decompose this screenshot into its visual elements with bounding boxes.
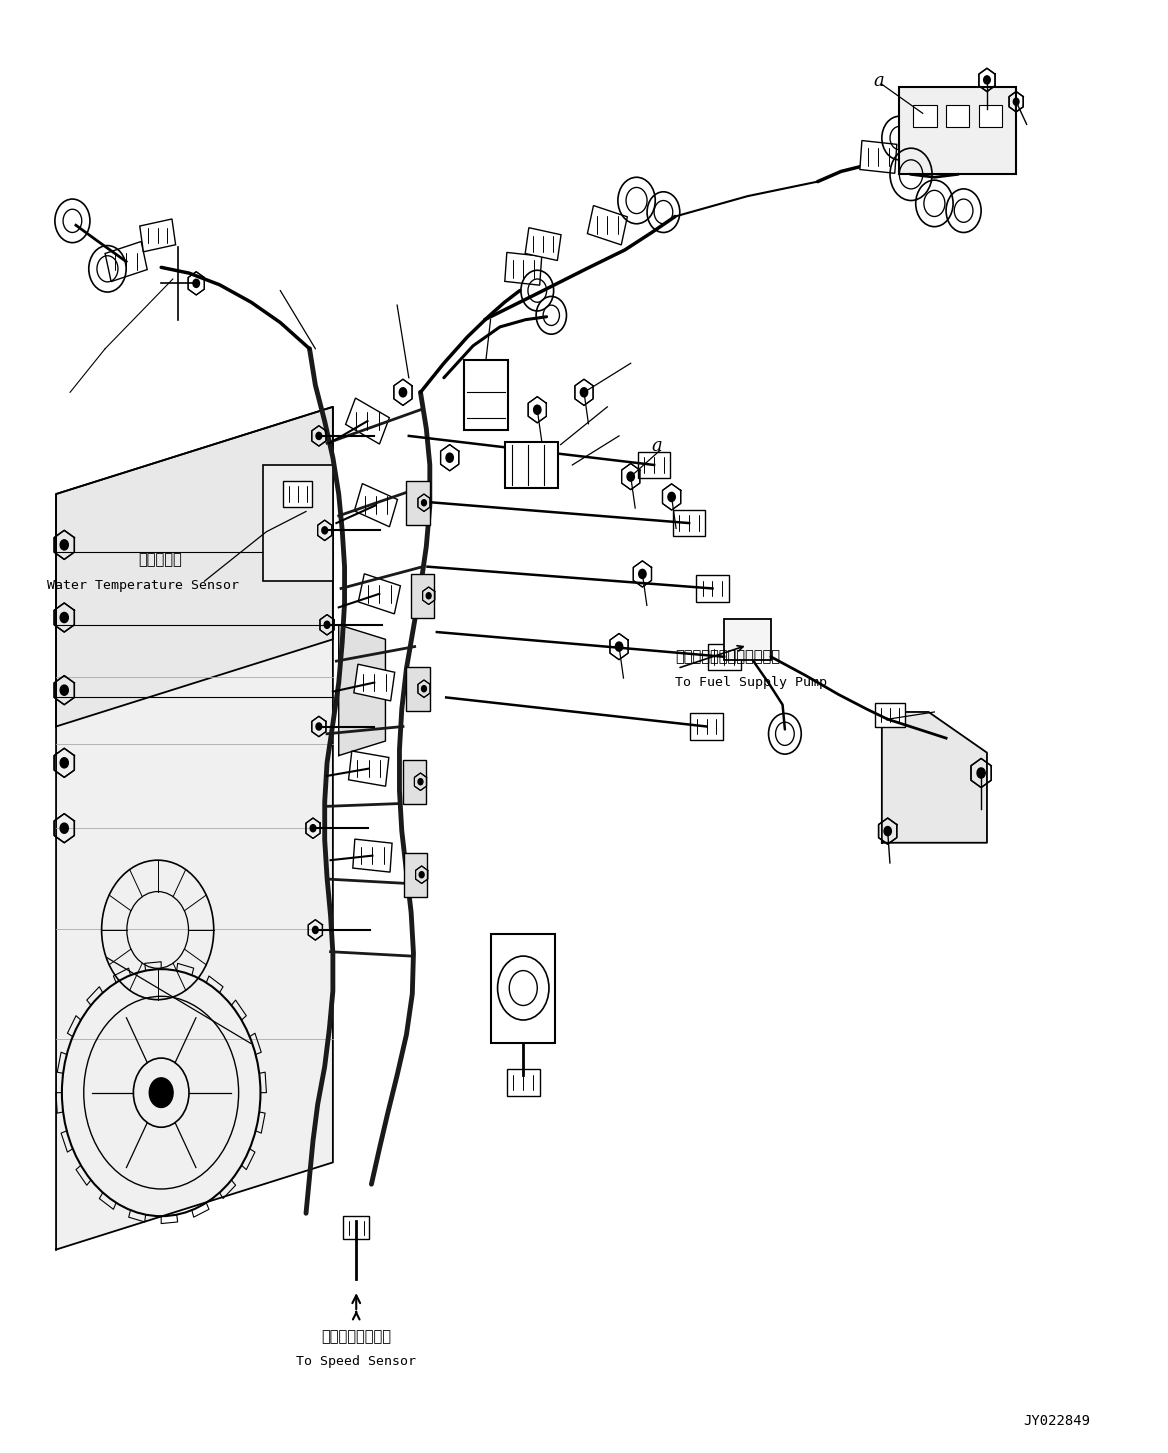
Bar bbox=[411, 574, 434, 618]
Bar bbox=[354, 664, 395, 700]
Circle shape bbox=[668, 493, 675, 501]
Circle shape bbox=[311, 825, 315, 831]
Bar bbox=[507, 1069, 540, 1096]
Text: a: a bbox=[652, 437, 662, 455]
Circle shape bbox=[313, 927, 318, 933]
Circle shape bbox=[399, 388, 406, 397]
Bar bbox=[359, 574, 401, 613]
Circle shape bbox=[60, 684, 68, 696]
Circle shape bbox=[60, 613, 68, 623]
Circle shape bbox=[627, 472, 634, 481]
Bar bbox=[346, 398, 389, 445]
Text: 水温センサ: 水温センサ bbox=[138, 552, 181, 567]
Bar bbox=[979, 105, 1002, 126]
Circle shape bbox=[534, 405, 541, 414]
Circle shape bbox=[150, 1078, 173, 1107]
Bar bbox=[403, 760, 426, 804]
Text: To Speed Sensor: To Speed Sensor bbox=[297, 1356, 416, 1367]
Bar bbox=[876, 703, 905, 726]
Bar bbox=[283, 481, 313, 507]
Bar bbox=[673, 510, 705, 536]
Bar bbox=[354, 484, 397, 527]
Bar bbox=[588, 205, 627, 246]
Text: JY022849: JY022849 bbox=[1023, 1414, 1091, 1428]
Circle shape bbox=[446, 453, 453, 462]
Text: フェエルサプライポンプヘ: フェエルサプライポンプヘ bbox=[675, 649, 780, 664]
Bar bbox=[105, 241, 147, 282]
Bar bbox=[505, 253, 542, 285]
Circle shape bbox=[639, 570, 646, 578]
Circle shape bbox=[422, 500, 426, 506]
Bar bbox=[708, 644, 741, 670]
Bar bbox=[406, 481, 430, 525]
Circle shape bbox=[1014, 99, 1018, 105]
Text: Water Temperature Sensor: Water Temperature Sensor bbox=[47, 580, 238, 591]
Bar bbox=[860, 141, 897, 173]
Text: To Fuel Supply Pump: To Fuel Supply Pump bbox=[675, 677, 827, 689]
Circle shape bbox=[193, 279, 200, 288]
Circle shape bbox=[616, 642, 623, 651]
Bar bbox=[913, 105, 937, 126]
Circle shape bbox=[422, 686, 426, 692]
Circle shape bbox=[60, 822, 68, 834]
Bar bbox=[406, 667, 430, 711]
Polygon shape bbox=[56, 407, 333, 1250]
Circle shape bbox=[317, 724, 321, 729]
Circle shape bbox=[60, 758, 68, 769]
Bar bbox=[404, 853, 427, 897]
Circle shape bbox=[426, 593, 431, 599]
Circle shape bbox=[317, 433, 321, 439]
Circle shape bbox=[322, 527, 327, 533]
Circle shape bbox=[983, 76, 990, 84]
Bar bbox=[343, 1216, 369, 1239]
Bar bbox=[690, 713, 723, 740]
Polygon shape bbox=[339, 625, 385, 756]
Text: スピードセンサヘ: スピードセンサヘ bbox=[321, 1329, 391, 1344]
Bar bbox=[263, 465, 333, 581]
Circle shape bbox=[325, 622, 329, 628]
Bar bbox=[140, 219, 175, 251]
Bar bbox=[724, 619, 771, 660]
Bar bbox=[491, 934, 556, 1043]
Bar bbox=[696, 575, 729, 602]
Bar bbox=[526, 228, 561, 260]
Text: a: a bbox=[874, 73, 884, 90]
Polygon shape bbox=[56, 407, 333, 726]
Bar bbox=[899, 87, 1016, 174]
Circle shape bbox=[419, 872, 424, 878]
Circle shape bbox=[418, 779, 423, 785]
Circle shape bbox=[580, 388, 588, 397]
Bar bbox=[353, 840, 392, 872]
Circle shape bbox=[976, 767, 986, 779]
Bar bbox=[348, 751, 389, 786]
Bar bbox=[946, 105, 969, 126]
Bar bbox=[505, 442, 557, 488]
Polygon shape bbox=[882, 712, 987, 843]
Circle shape bbox=[60, 541, 68, 551]
Bar bbox=[464, 360, 508, 430]
Circle shape bbox=[884, 827, 891, 835]
Bar bbox=[638, 452, 670, 478]
